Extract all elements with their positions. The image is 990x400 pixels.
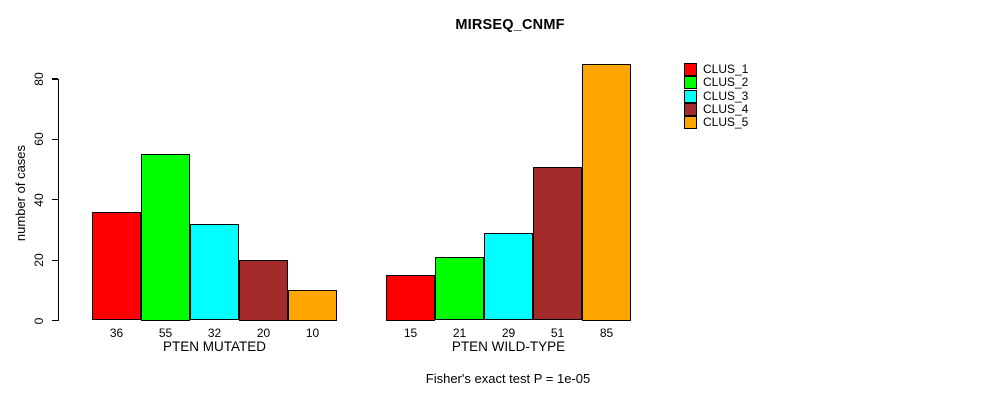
legend-swatch xyxy=(684,102,697,116)
y-axis-line xyxy=(58,79,60,321)
legend-label: CLUS_3 xyxy=(703,88,749,103)
y-tick xyxy=(52,319,58,322)
bar-clus_2-1 xyxy=(141,154,190,321)
bar-clus_4-2 xyxy=(533,166,582,321)
legend-label: CLUS_5 xyxy=(703,115,749,130)
legend-item-clus_2: CLUS_2 xyxy=(684,75,749,90)
bar-clus_5-2 xyxy=(582,63,631,321)
legend-swatch xyxy=(684,89,697,103)
legend-swatch xyxy=(684,76,697,90)
bar-value-label: 10 xyxy=(305,326,320,340)
bar-value-label: 36 xyxy=(109,326,124,340)
y-tick-label: 20 xyxy=(32,253,46,267)
bar-value-label: 29 xyxy=(501,326,516,340)
bar-value-label: 51 xyxy=(550,326,565,340)
bar-clus_4-1 xyxy=(239,260,288,321)
group-label: PTEN WILD-TYPE xyxy=(451,339,566,354)
bar-value-label: 20 xyxy=(256,326,271,340)
bar-clus_1-2 xyxy=(386,275,435,321)
bar-clus_2-2 xyxy=(435,257,484,321)
legend-label: CLUS_2 xyxy=(703,75,749,90)
y-tick xyxy=(52,138,58,140)
bar-clus_1-1 xyxy=(92,211,141,321)
bar-clus_5-1 xyxy=(288,290,337,321)
legend-item-clus_5: CLUS_5 xyxy=(684,115,749,130)
y-tick-label: 0 xyxy=(32,317,46,324)
y-tick-label: 80 xyxy=(32,72,46,86)
bar-value-label: 21 xyxy=(452,326,467,340)
legend-label: CLUS_4 xyxy=(703,101,749,116)
legend-item-clus_4: CLUS_4 xyxy=(684,101,749,116)
group-label: PTEN MUTATED xyxy=(163,339,266,354)
bar-value-label: 32 xyxy=(207,326,222,340)
legend-item-clus_3: CLUS_3 xyxy=(684,88,749,103)
bar-value-label: 85 xyxy=(599,326,614,340)
bar-clus_3-1 xyxy=(190,223,239,321)
y-tick-label: 60 xyxy=(32,132,46,147)
legend-swatch xyxy=(684,116,697,130)
y-tick xyxy=(52,259,58,261)
chart-title: MIRSEQ_CNMF xyxy=(455,17,565,33)
y-tick xyxy=(52,199,58,201)
bar-value-label: 55 xyxy=(158,326,173,340)
bar-value-label: 15 xyxy=(403,326,418,340)
bar-clus_3-2 xyxy=(484,232,533,321)
y-tick-label: 40 xyxy=(32,193,46,207)
legend-label: CLUS_1 xyxy=(703,62,749,76)
annotation-caption: Fisher's exact test P = 1e-05 xyxy=(425,371,591,386)
y-axis-label: number of cases xyxy=(13,144,28,242)
legend-swatch xyxy=(684,63,697,76)
y-tick xyxy=(52,78,58,80)
legend-item-clus_1: CLUS_1 xyxy=(684,63,748,76)
